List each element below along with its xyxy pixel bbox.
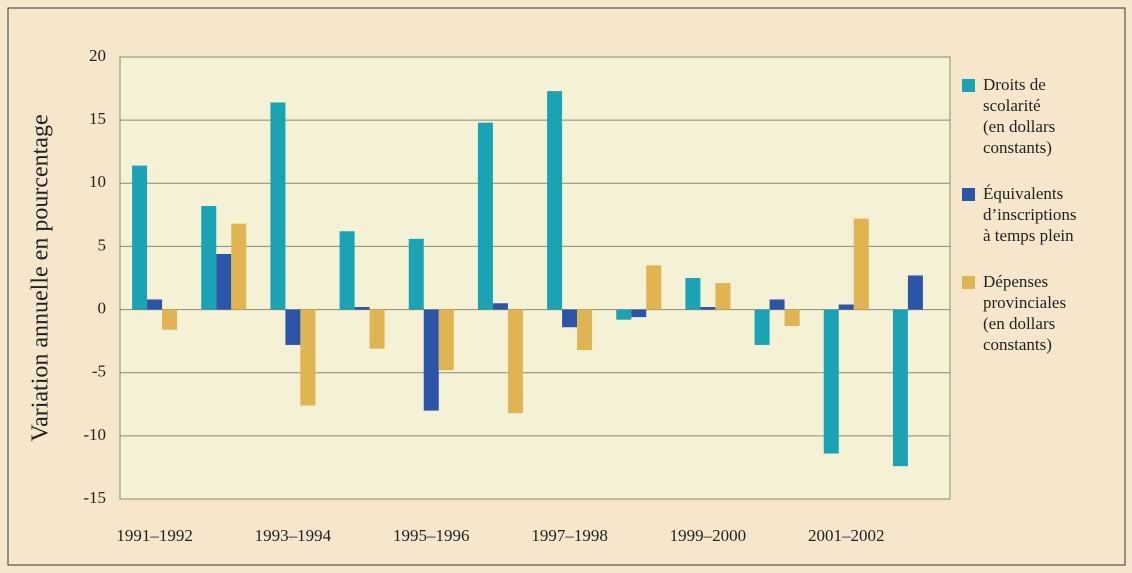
bar <box>823 309 839 454</box>
bar <box>162 309 178 330</box>
y-tick-label: 5 <box>98 235 107 254</box>
legend-label: Équivalents d’inscriptions à temps plein <box>983 184 1077 245</box>
bar <box>700 307 716 310</box>
bar <box>769 299 785 310</box>
bar <box>423 309 439 411</box>
bar <box>477 122 493 310</box>
legend-swatch <box>962 188 975 201</box>
bar <box>132 165 148 310</box>
bar <box>784 309 800 326</box>
y-tick-label: 0 <box>98 298 107 317</box>
y-axis-label: Variation annuelle en pourcentage <box>28 114 54 441</box>
bar <box>507 309 523 414</box>
bar <box>838 304 854 310</box>
legend-label: Droits de scolarité (en dollars constants) <box>983 75 1055 157</box>
bar <box>547 91 563 310</box>
x-tick-label: 1995–1996 <box>393 526 470 545</box>
x-tick-label: 1991–1992 <box>116 526 193 545</box>
bar <box>616 309 632 320</box>
bar <box>892 309 908 467</box>
bar <box>354 307 370 310</box>
x-tick-label: 2001–2002 <box>808 526 885 545</box>
bar <box>646 265 662 310</box>
y-tick-label: 10 <box>89 172 106 191</box>
bar <box>715 283 731 310</box>
bar <box>492 303 508 310</box>
legend-label: Dépenses provinciales (en dollars constants… <box>983 272 1066 354</box>
bar <box>907 275 923 310</box>
bar <box>853 218 869 310</box>
bar <box>285 309 301 345</box>
bar <box>754 309 770 345</box>
bar <box>685 278 701 310</box>
y-tick-label: -5 <box>92 362 106 381</box>
bar <box>339 231 355 310</box>
bar <box>201 206 217 310</box>
frame <box>7 7 1126 566</box>
bar <box>300 309 316 406</box>
legend-swatch <box>962 79 975 92</box>
y-tick-label: 15 <box>89 109 106 128</box>
bar <box>369 309 385 349</box>
bar <box>408 238 424 310</box>
bar <box>270 102 286 310</box>
x-tick-label: 1993–1994 <box>255 526 332 545</box>
bar <box>631 309 647 318</box>
bar <box>147 299 163 310</box>
y-tick-label: 20 <box>89 46 106 65</box>
bar <box>231 223 247 310</box>
bar <box>216 254 232 310</box>
y-tick-label: -10 <box>83 425 106 444</box>
x-tick-label: 1999–2000 <box>670 526 747 545</box>
bar <box>562 309 578 328</box>
bar <box>438 309 454 371</box>
legend-swatch <box>962 276 975 289</box>
bar <box>577 309 593 350</box>
x-tick-label: 1997–1998 <box>531 526 608 545</box>
y-tick-label: -15 <box>83 488 106 507</box>
